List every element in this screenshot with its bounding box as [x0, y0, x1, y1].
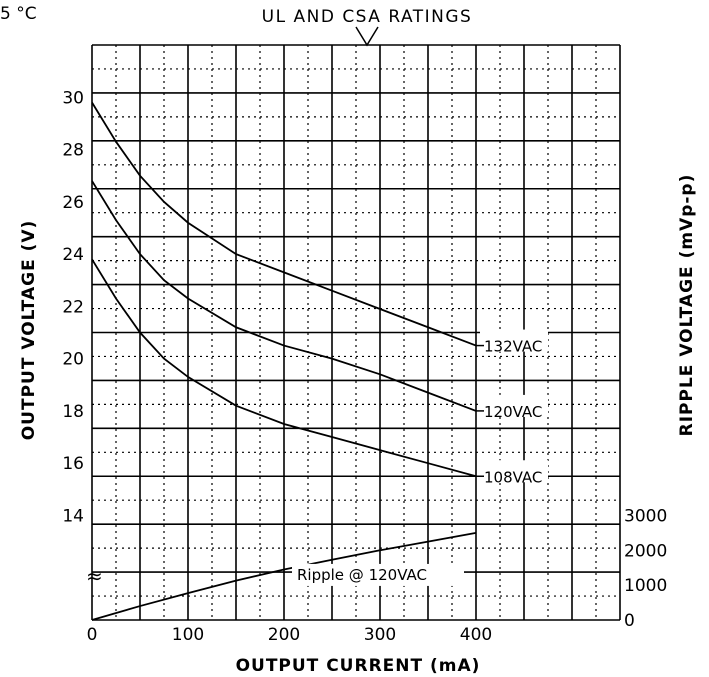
minor-grid: [92, 45, 620, 620]
series-line: [91, 531, 477, 621]
title-pointer: [355, 26, 379, 47]
x-axis-title: OUTPUT CURRENT (mA): [236, 656, 481, 676]
series-label: 108VAC: [484, 468, 542, 486]
y-axis-title: OUTPUT VOLTAGE (V): [19, 220, 39, 441]
series-label-bg: [480, 329, 548, 352]
series-label: 132VAC: [484, 338, 542, 356]
series-label-bg: [480, 394, 548, 417]
y-tick-label: 20: [62, 350, 84, 370]
y-tick-label: 28: [62, 141, 84, 161]
corner-temperature-label: 5 °C: [0, 4, 37, 24]
series-line: [91, 180, 477, 412]
series-label: 120VAC: [484, 403, 542, 421]
y-tick-label: 26: [62, 193, 84, 213]
y2-tick-label: 0: [624, 611, 635, 631]
y-tick-label: 18: [62, 402, 84, 422]
y-tick-label: 16: [62, 454, 84, 474]
y2-axis-title: RIPPLE VOLTAGE (mVp-p): [677, 174, 697, 437]
y2-tick-label: 2000: [624, 541, 667, 561]
series-label: Ripple @ 120VAC: [297, 566, 427, 584]
y-tick-labels: 14 16 18 20 22 24 26 28 30: [62, 88, 84, 526]
y2-tick-labels: 0 1000 2000 3000: [624, 506, 667, 631]
x-tick-labels: 0 100 200 300 400: [87, 625, 493, 645]
chart-title: UL AND CSA RATINGS: [262, 7, 473, 27]
y-tick-label: 30: [62, 88, 84, 108]
axis-break-mark: ≈: [86, 564, 103, 588]
series-layer: 132VAC 120VAC 108VAC Ripple @ 120VAC: [91, 102, 548, 621]
y-tick-label: 14: [62, 506, 84, 526]
x-tick-label: 400: [460, 625, 492, 645]
y-tick-label: 24: [62, 245, 84, 265]
x-tick-label: 0: [87, 625, 98, 645]
series-label-bg: [292, 563, 464, 586]
series-label-bg: [480, 460, 548, 483]
x-tick-label: 200: [268, 625, 300, 645]
series-line: [91, 258, 477, 478]
y2-tick-label: 1000: [624, 576, 667, 596]
x-tick-label: 100: [172, 625, 204, 645]
x-tick-label: 300: [364, 625, 396, 645]
series-line: [91, 102, 477, 347]
y2-tick-label: 3000: [624, 506, 667, 526]
y-tick-label: 22: [62, 297, 84, 317]
